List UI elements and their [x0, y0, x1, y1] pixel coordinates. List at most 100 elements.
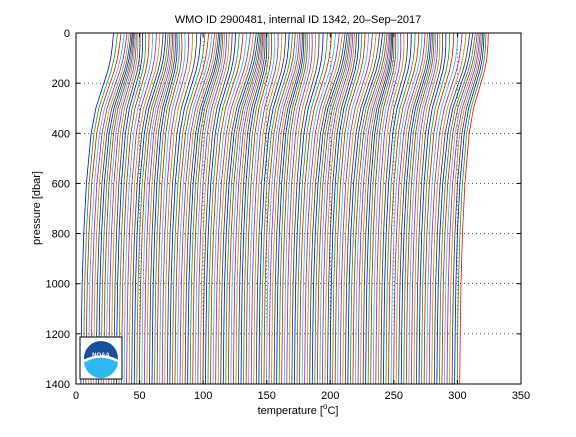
- profile-line: [400, 32, 432, 385]
- profile-line: [408, 32, 436, 385]
- y-tick-label: 1000: [46, 279, 70, 291]
- profile-line: [266, 32, 299, 385]
- profile-line: [245, 32, 273, 385]
- x-tick-label: 150: [258, 390, 276, 402]
- profile-line: [215, 32, 251, 385]
- profile-line: [421, 32, 451, 385]
- profile-line: [416, 32, 444, 385]
- profile-line: [220, 32, 257, 385]
- profile-line: [240, 32, 268, 385]
- profile-line: [255, 32, 287, 385]
- noaa-logo-text: NOAA: [92, 353, 110, 359]
- x-tick-label: 300: [448, 390, 466, 402]
- profile-line: [238, 32, 266, 385]
- profile-line: [347, 32, 384, 385]
- profile-line: [355, 32, 390, 385]
- profile-line: [235, 32, 265, 385]
- y-tick-label: 1200: [46, 329, 70, 341]
- profile-line: [116, 32, 144, 385]
- profile-line: [426, 32, 459, 385]
- profile-line: [212, 32, 248, 385]
- profile-line: [362, 32, 393, 385]
- profile-line: [423, 32, 455, 385]
- profile-line: [225, 32, 261, 385]
- profile-line: [263, 32, 296, 385]
- profile-line: [342, 32, 377, 385]
- axis-ticks: 0 50 100 150 200 250 300 350 0 200 400 600 800 1000 12…: [46, 28, 531, 402]
- profile-line: [451, 32, 483, 385]
- profile-line: [436, 32, 474, 385]
- profile-line: [248, 32, 276, 385]
- profile-line: [271, 32, 302, 385]
- profile-line: [337, 32, 370, 385]
- profile-line: [418, 32, 447, 385]
- profile-line: [250, 32, 279, 385]
- profile-line: [156, 32, 183, 385]
- profile-line: [100, 32, 134, 385]
- profile-line: [82, 32, 118, 385]
- profile-line: [123, 32, 154, 385]
- x-tick-label: 250: [385, 390, 403, 402]
- profile-line: [304, 32, 340, 385]
- profile-line: [154, 32, 180, 385]
- profile-line: [446, 32, 481, 385]
- profile-line: [405, 32, 435, 385]
- profile-line: [375, 32, 402, 385]
- profile-line: [314, 32, 350, 385]
- profile-line: [141, 32, 172, 385]
- profile-line: [194, 32, 226, 385]
- profile-line: [205, 32, 236, 385]
- profile-line: [273, 32, 303, 385]
- profile-line: [90, 32, 128, 385]
- profile-line: [385, 32, 416, 385]
- profile-line: [171, 32, 206, 385]
- profile-line: [88, 32, 125, 385]
- profile-line: [133, 32, 167, 385]
- profile-line: [360, 32, 392, 385]
- profile-line: [316, 32, 351, 385]
- profile-line: [233, 32, 264, 385]
- profile-line: [113, 32, 141, 385]
- profile-line: [410, 32, 438, 385]
- noaa-logo-icon: NOAA: [79, 336, 123, 380]
- profile-lines: [80, 32, 489, 385]
- profile-line: [301, 32, 337, 385]
- profile-line: [217, 32, 255, 385]
- profile-line: [108, 32, 137, 385]
- profile-line: [118, 33, 147, 385]
- profile-line: [296, 32, 328, 385]
- profile-line: [166, 32, 198, 385]
- profile-line: [390, 32, 423, 385]
- profile-line: [433, 32, 471, 385]
- profile-line: [121, 32, 150, 385]
- x-tick-label: 0: [73, 390, 79, 402]
- profile-line: [149, 32, 176, 385]
- profile-line: [377, 32, 405, 385]
- profile-line: [202, 32, 233, 385]
- profile-line: [243, 32, 270, 385]
- profile-line: [288, 32, 316, 385]
- profile-line: [327, 32, 357, 385]
- profile-line: [370, 32, 397, 385]
- profile-line: [388, 32, 420, 385]
- profile-line: [299, 32, 333, 385]
- profile-line: [253, 32, 283, 385]
- y-tick-label: 600: [52, 178, 70, 190]
- profile-line: [403, 32, 434, 385]
- profile-line: [138, 32, 171, 385]
- y-tick-label: 200: [52, 78, 70, 90]
- x-tick-label: 50: [133, 390, 145, 402]
- profile-line: [80, 32, 114, 385]
- profile-line: [103, 32, 135, 385]
- profile-line: [449, 32, 482, 385]
- profile-line: [309, 32, 346, 385]
- profile-line: [349, 32, 386, 385]
- profile-line: [210, 32, 244, 385]
- profile-line: [352, 32, 388, 385]
- profile-line: [85, 32, 122, 385]
- profile-line: [179, 32, 216, 385]
- profile-line: [413, 32, 441, 385]
- profile-line: [383, 32, 412, 385]
- y-tick-label: 0: [64, 28, 70, 40]
